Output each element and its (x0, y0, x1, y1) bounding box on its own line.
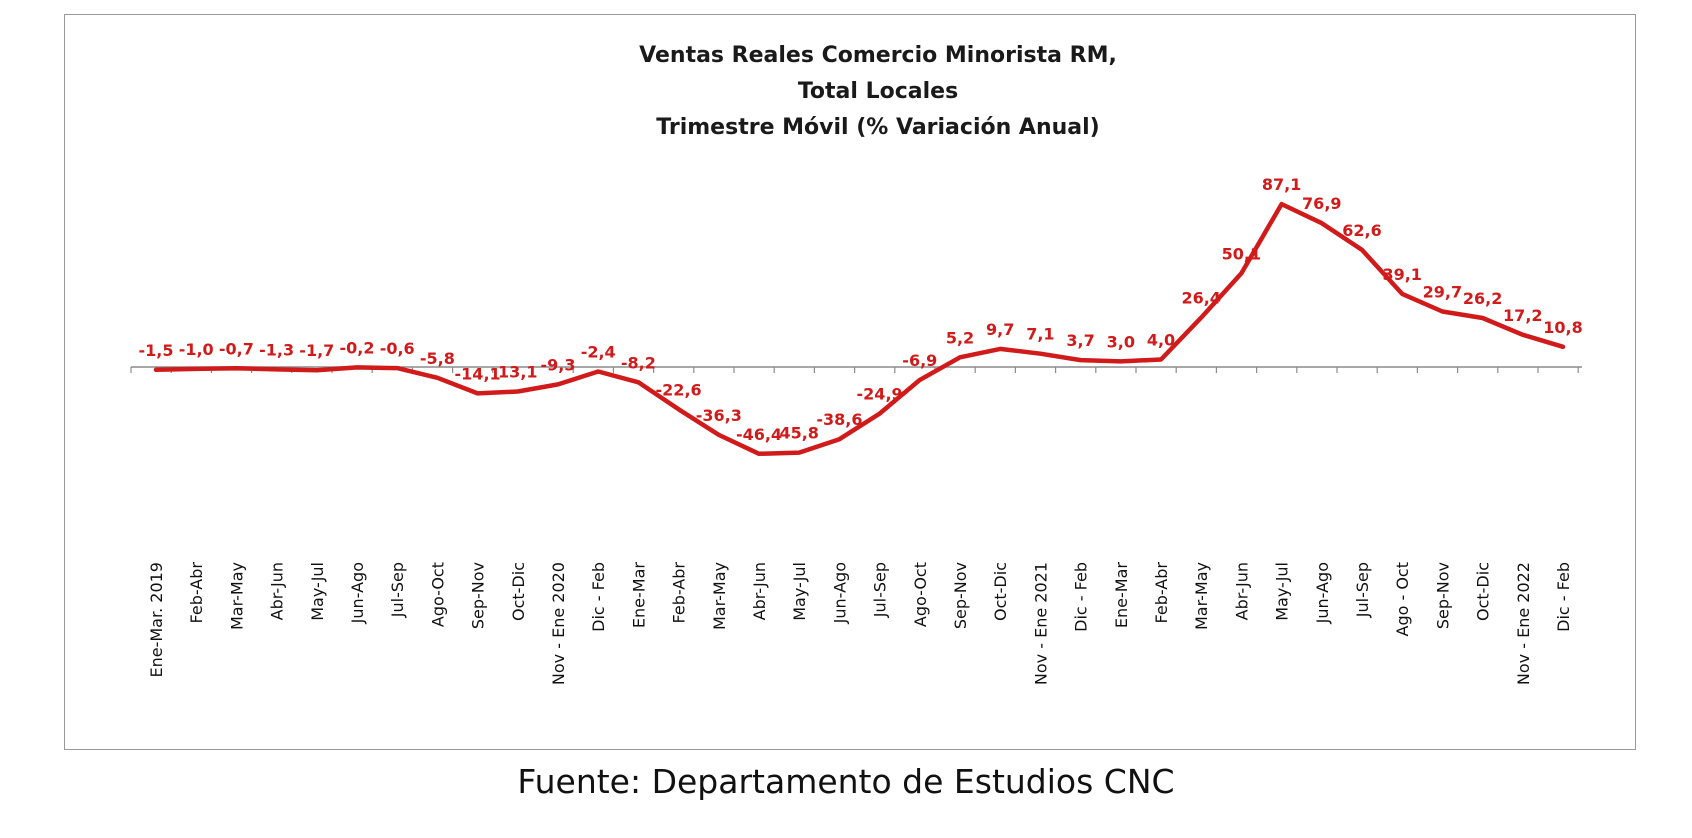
x-tick-label: Abr-Jun (750, 562, 769, 620)
x-tick-label: Oct-Dic (509, 562, 528, 621)
x-tick-label: Ago-Oct (911, 562, 930, 627)
x-tick-label: Sep-Nov (1433, 562, 1452, 629)
x-tick-label: Jun-Ago (348, 562, 367, 624)
data-label: -38,6 (816, 410, 862, 429)
x-tick-label: Ene-Mar (629, 562, 648, 628)
data-label: -22,6 (656, 380, 702, 399)
data-label: 26,2 (1463, 289, 1502, 308)
x-tick-labels: Ene-Mar. 2019 Feb-Abr Mar-May Abr-Jun May-Ju… (147, 562, 1573, 685)
chart-frame (64, 14, 1636, 750)
data-label: 3,7 (1066, 331, 1094, 350)
data-label: 9,7 (986, 320, 1014, 339)
x-tick-label: Jul-Sep (1353, 562, 1372, 618)
x-tick-label: Oct-Dic (991, 562, 1010, 621)
data-label: 87,1 (1262, 175, 1301, 194)
chart-title: Ventas Reales Comercio Minorista RM, Tota… (639, 43, 1117, 140)
x-tick-label: Abr-Jun (268, 562, 287, 620)
x-tick-label: Ene-Mar (1112, 562, 1131, 628)
data-labels: -1,5 -1,0 -0,7 -1,3 -1,7 -0,2 -0,6 -5,8-14,113,… (139, 175, 1583, 444)
chart-title-line-2: Total Locales (798, 79, 958, 104)
data-label: 39,1 (1382, 265, 1421, 284)
data-label: -1,3 (259, 340, 294, 359)
x-tick-label: Sep-Nov (469, 562, 488, 629)
chart-title-line-3: Trimestre Móvil (% Variación Anual) (656, 115, 1099, 140)
data-label: 76,9 (1302, 194, 1341, 213)
x-tick-label: Abr-Jun (1232, 562, 1251, 620)
x-tick-label: May-Jul (308, 562, 327, 621)
data-label: 62,6 (1342, 221, 1381, 240)
series-line-group (153, 201, 1566, 457)
data-label: 10,8 (1543, 318, 1582, 337)
data-label: -36,3 (696, 406, 742, 425)
data-label: 3,0 (1107, 332, 1135, 351)
x-tick-label: Dic - Feb (1072, 562, 1091, 632)
data-label: -6,9 (902, 351, 937, 370)
data-label: -1,0 (179, 340, 214, 359)
x-tick-label: Nov - Ene 2020 (549, 562, 568, 685)
source-note: Fuente: Departamento de Estudios CNC (517, 762, 1175, 801)
data-label: -1,7 (299, 341, 334, 360)
x-tick-label: Jul-Sep (871, 562, 890, 618)
x-tick-label: May-Jul (1273, 562, 1292, 621)
data-label: -8,2 (621, 353, 656, 372)
data-label: -14,1 (455, 364, 501, 383)
data-label: 4,0 (1147, 331, 1175, 350)
data-label: -46,4 (736, 425, 782, 444)
data-label: -0,6 (380, 339, 415, 358)
data-label: 5,2 (946, 328, 974, 347)
x-tick-label: Sep-Nov (951, 562, 970, 629)
data-label: -0,2 (340, 338, 375, 357)
data-label: -1,5 (139, 341, 174, 360)
x-tick-label: Ago - Oct (1393, 562, 1412, 637)
series-line (153, 201, 1566, 457)
data-label: 45,8 (779, 424, 818, 443)
x-tick-label: Mar-May (710, 562, 729, 630)
x-tick-label: May-Jul (790, 562, 809, 621)
x-axis-ticks (130, 367, 1579, 373)
data-label: -9,3 (541, 355, 576, 374)
data-label: -0,7 (219, 339, 254, 358)
x-tick-label: Dic - Feb (1554, 562, 1573, 632)
data-label: 29,7 (1423, 282, 1462, 301)
data-label: 7,1 (1026, 325, 1054, 344)
data-label: -5,8 (420, 349, 455, 368)
x-tick-label: Jul-Sep (388, 562, 407, 618)
x-tick-label: Feb-Abr (1152, 562, 1171, 624)
x-tick-label: Mar-May (1192, 562, 1211, 630)
x-tick-label: Jun-Ago (830, 562, 849, 624)
x-tick-label: Feb-Abr (670, 562, 689, 624)
x-tick-label: Dic - Feb (589, 562, 608, 632)
data-label: 17,2 (1503, 306, 1542, 325)
chart-title-line-1: Ventas Reales Comercio Minorista RM, (639, 43, 1117, 68)
x-tick-label: Feb-Abr (187, 562, 206, 624)
data-label: 50,1 (1222, 244, 1261, 263)
data-label: 26,4 (1181, 289, 1220, 308)
x-tick-label: Ene-Mar. 2019 (147, 562, 166, 677)
data-label: -2,4 (581, 342, 616, 361)
x-tick-label: Nov - Ene 2022 (1514, 562, 1533, 685)
x-tick-label: Oct-Dic (1474, 562, 1493, 621)
x-tick-label: Ago-Oct (428, 562, 447, 627)
data-label: 13,1 (498, 362, 537, 381)
x-tick-label: Nov - Ene 2021 (1031, 562, 1050, 685)
x-tick-label: Jun-Ago (1313, 562, 1332, 624)
data-label: -24,9 (857, 385, 903, 404)
x-tick-label: Mar-May (227, 562, 246, 630)
